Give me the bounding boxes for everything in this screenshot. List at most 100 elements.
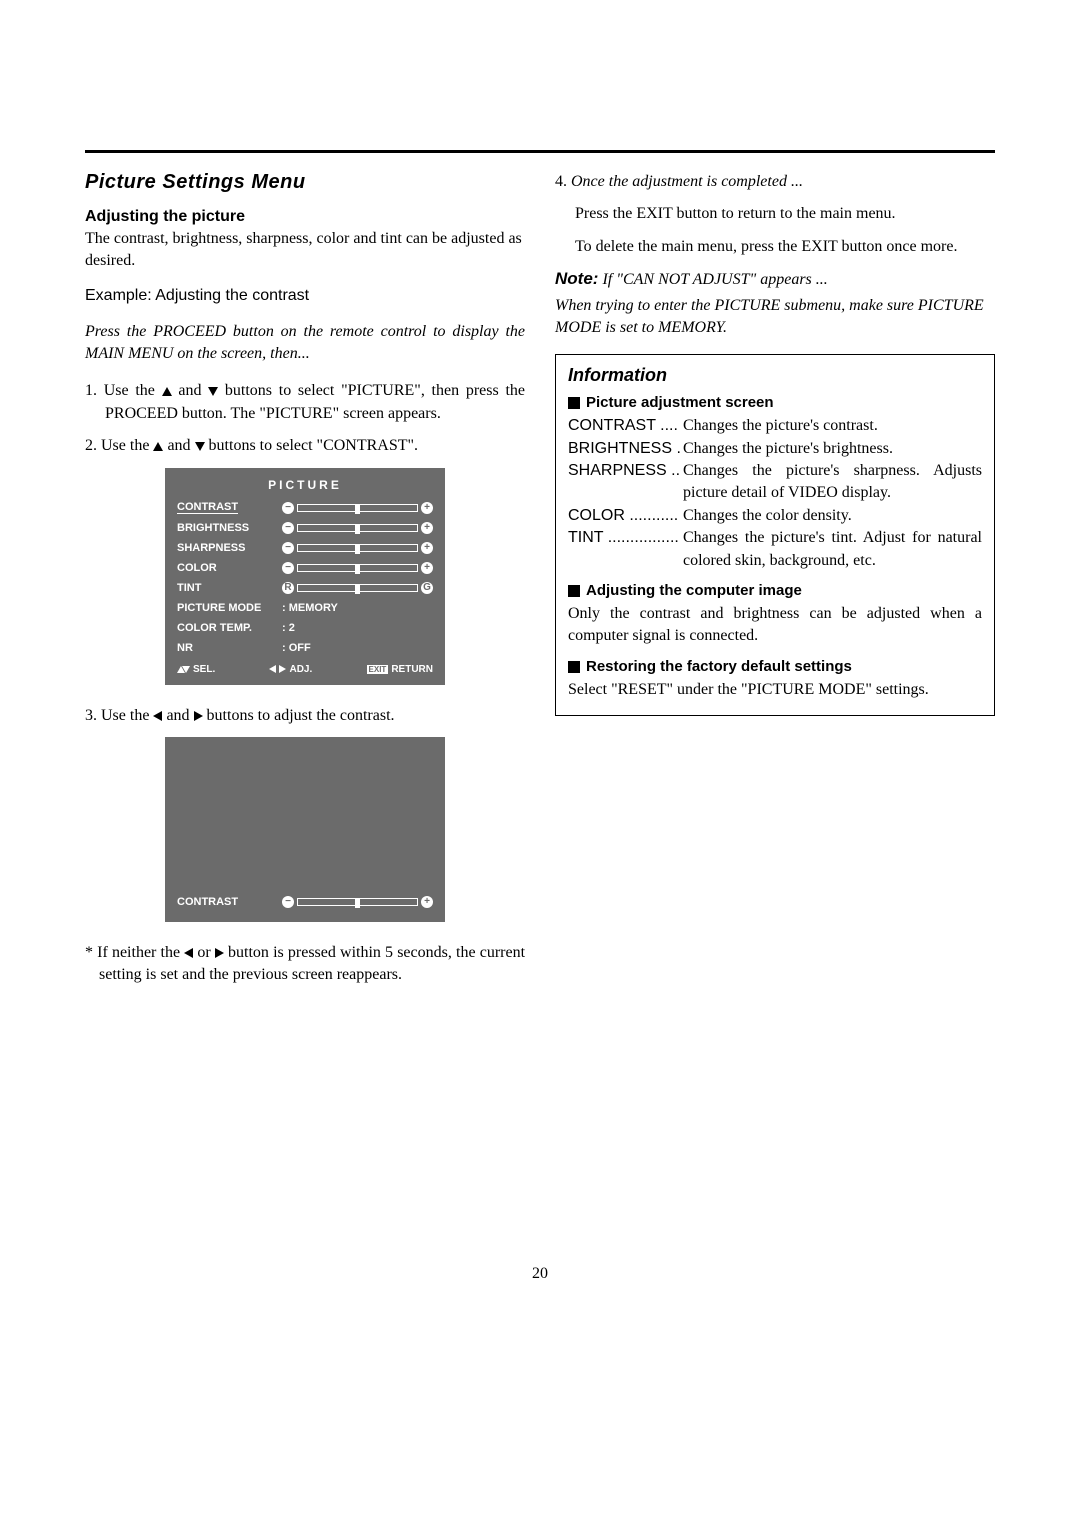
note-label: Note: — [555, 269, 598, 288]
slider-right-cap: + — [421, 522, 433, 534]
page-number: 20 — [85, 1265, 995, 1283]
section-title: Picture Settings Menu — [85, 171, 525, 194]
osd-row-label: TINT — [177, 582, 282, 594]
square-bullet-icon — [568, 397, 580, 409]
slider-left-cap: − — [282, 542, 294, 554]
footnote-mid: or — [193, 944, 215, 961]
slider-left-cap: − — [282, 522, 294, 534]
slider-bar — [297, 504, 418, 512]
right-column: 4. Once the adjustment is completed ... … — [555, 171, 995, 985]
footnote: * If neither the or button is pressed wi… — [85, 942, 525, 985]
sub-adj-label: Picture adjustment screen — [586, 394, 774, 411]
note-block: Note: If "CAN NOT ADJUST" appears ... — [555, 268, 995, 291]
osd-row: NR: OFF — [177, 638, 433, 658]
osd-contrast-only: CONTRAST − + — [165, 737, 445, 922]
slider-plus-icon: + — [421, 896, 433, 908]
osd-row: COLOR − + — [177, 558, 433, 578]
osd-row: SHARPNESS − + — [177, 538, 433, 558]
def-desc: Changes the picture's sharpness. Adjusts… — [683, 460, 982, 505]
definition-row: COLOR ...........Changes the color densi… — [568, 505, 982, 527]
slider-right-cap: + — [421, 502, 433, 514]
up-triangle-icon — [153, 442, 163, 451]
slider-right-cap: G — [421, 582, 433, 594]
osd-row: TINT R G — [177, 578, 433, 598]
step4-a: Press the EXIT button to return to the m… — [555, 203, 995, 225]
step2-pre: 2. Use the — [85, 437, 153, 454]
step2-mid: and — [163, 437, 194, 454]
osd-row-label: SHARPNESS — [177, 542, 282, 554]
osd-sel: SEL. — [193, 664, 215, 675]
step-4: 4. Once the adjustment is completed ... — [555, 171, 995, 193]
osd-return: RETURN — [391, 664, 433, 675]
step1-pre: 1. Use the — [85, 382, 162, 399]
intro-text: The contrast, brightness, sharpness, col… — [85, 228, 525, 271]
info-sub-computer: Adjusting the computer image — [568, 582, 982, 599]
up-triangle-icon — [162, 387, 172, 396]
slider-right-cap: + — [421, 562, 433, 574]
osd-contrast-label: CONTRAST — [177, 896, 282, 908]
def-term: COLOR ........... — [568, 505, 683, 527]
right-triangle-icon — [215, 948, 224, 958]
restore-text: Select "RESET" under the "PICTURE MODE" … — [568, 679, 982, 701]
osd-picture-menu: PICTURE CONTRAST − + BRIGHTNESS − + SHAR… — [165, 468, 445, 685]
subheading-adjusting: Adjusting the picture — [85, 208, 525, 226]
osd-row-label: PICTURE MODE — [177, 602, 282, 614]
def-desc: Changes the picture's tint. Adjust for n… — [683, 527, 982, 572]
slider-bar — [297, 584, 418, 592]
slider-thumb — [355, 544, 360, 554]
definition-row: SHARPNESS ..Changes the picture's sharpn… — [568, 460, 982, 505]
osd-row: BRIGHTNESS − + — [177, 518, 433, 538]
definition-row: CONTRAST ....Changes the picture's contr… — [568, 415, 982, 437]
slider-thumb — [355, 524, 360, 534]
definition-list: CONTRAST ....Changes the picture's contr… — [568, 415, 982, 572]
down-triangle-icon — [182, 666, 190, 673]
def-term: CONTRAST .... — [568, 415, 683, 437]
sub-comp-label: Adjusting the computer image — [586, 582, 802, 599]
slider-bar — [297, 898, 418, 906]
info-heading: Information — [568, 365, 982, 386]
osd-row: PICTURE MODE: MEMORY — [177, 598, 433, 618]
step4-num: 4. — [555, 173, 571, 190]
step3-mid: and — [162, 707, 193, 724]
down-triangle-icon — [195, 442, 205, 451]
slider-thumb — [355, 898, 360, 908]
exit-badge: EXIT — [367, 665, 389, 674]
step-2: 2. Use the and buttons to select "CONTRA… — [85, 435, 525, 457]
step4-title: Once the adjustment is completed ... — [571, 173, 803, 190]
slider-bar — [297, 564, 418, 572]
def-term: BRIGHTNESS . — [568, 438, 683, 460]
osd-row-label: COLOR — [177, 562, 282, 574]
osd-row-value: : 2 — [282, 622, 295, 634]
slider-thumb — [355, 504, 360, 514]
note-text2: When trying to enter the PICTURE submenu… — [555, 295, 995, 338]
definition-row: BRIGHTNESS .Changes the picture's bright… — [568, 438, 982, 460]
osd-footer: SEL. ADJ. EXIT RETURN — [177, 664, 433, 675]
information-box: Information Picture adjustment screen CO… — [555, 354, 995, 716]
step-3: 3. Use the and buttons to adjust the con… — [85, 705, 525, 727]
info-sub-restore: Restoring the factory default settings — [568, 658, 982, 675]
osd-row-value: : MEMORY — [282, 602, 338, 614]
def-term: SHARPNESS .. — [568, 460, 683, 505]
comp-text: Only the contrast and brightness can be … — [568, 603, 982, 648]
step2-post: buttons to select "CONTRAST". — [205, 437, 419, 454]
def-desc: Changes the color density. — [683, 505, 982, 527]
step1-mid: and — [172, 382, 209, 399]
down-triangle-icon — [208, 387, 218, 396]
footnote-pre: * If neither the — [85, 944, 184, 961]
note-text1: If "CAN NOT ADJUST" appears ... — [598, 271, 827, 288]
osd-row: COLOR TEMP.: 2 — [177, 618, 433, 638]
osd-row-label: CONTRAST — [177, 501, 238, 514]
osd-title: PICTURE — [177, 478, 433, 492]
square-bullet-icon — [568, 661, 580, 673]
osd-row-label: BRIGHTNESS — [177, 522, 282, 534]
preface-text: Press the PROCEED button on the remote c… — [85, 321, 525, 364]
left-triangle-icon — [184, 948, 193, 958]
def-desc: Changes the picture's contrast. — [683, 415, 982, 437]
slider-left-cap: R — [282, 582, 294, 594]
slider-thumb — [355, 564, 360, 574]
def-term: TINT ................ — [568, 527, 683, 572]
step-1: 1. Use the and buttons to select "PICTUR… — [85, 380, 525, 425]
two-column-layout: Picture Settings Menu Adjusting the pict… — [85, 171, 995, 985]
osd-row: CONTRAST − + — [177, 498, 433, 518]
info-sub-adjustment: Picture adjustment screen — [568, 394, 982, 411]
